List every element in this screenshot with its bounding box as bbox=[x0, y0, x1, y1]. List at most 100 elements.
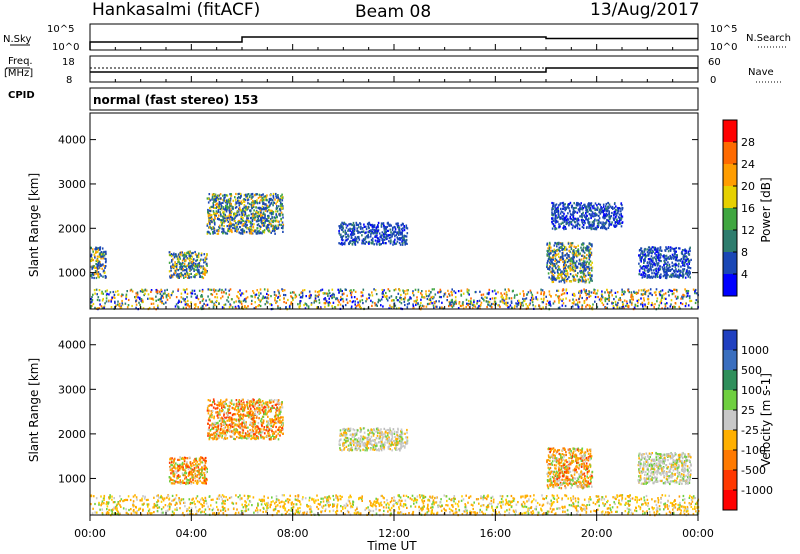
echo-cell bbox=[104, 266, 106, 269]
echo-cell bbox=[100, 251, 103, 254]
echo-cell bbox=[324, 292, 326, 295]
echo-cell bbox=[671, 261, 673, 264]
echo-cell bbox=[246, 217, 248, 220]
echo-cell bbox=[574, 497, 577, 500]
echo-cell bbox=[176, 508, 178, 511]
echo-cell bbox=[212, 202, 214, 205]
echo-cell bbox=[405, 240, 407, 243]
echo-cell bbox=[236, 223, 238, 227]
echo-cell bbox=[478, 305, 480, 308]
echo-cell bbox=[578, 224, 581, 227]
echo-cell bbox=[278, 292, 280, 295]
echo-cell bbox=[588, 271, 590, 275]
echo-cell bbox=[553, 250, 556, 253]
echo-cell bbox=[251, 204, 254, 207]
echo-cell bbox=[328, 501, 330, 504]
echo-cell bbox=[321, 510, 324, 513]
echo-cell bbox=[406, 289, 408, 292]
echo-cell bbox=[170, 269, 172, 272]
echo-cell bbox=[233, 224, 236, 227]
echo-cell bbox=[648, 251, 651, 254]
echo-cell bbox=[508, 508, 511, 511]
echo-cell bbox=[682, 269, 685, 272]
echo-cell bbox=[513, 497, 516, 500]
echo-cell bbox=[591, 221, 594, 224]
colorbar-tick-label: 16 bbox=[741, 202, 755, 215]
echo-cell bbox=[624, 510, 627, 513]
echo-cell bbox=[583, 498, 586, 501]
echo-cell bbox=[207, 295, 209, 298]
echo-cell bbox=[503, 299, 505, 302]
echo-cell bbox=[109, 291, 112, 294]
echo-cell bbox=[590, 266, 593, 269]
echo-cell bbox=[254, 202, 256, 205]
echo-cell bbox=[682, 276, 684, 279]
echo-cell bbox=[182, 297, 184, 300]
echo-cell bbox=[611, 294, 613, 297]
echo-cell bbox=[104, 290, 107, 293]
echo-cell bbox=[332, 509, 335, 512]
echo-cell bbox=[567, 205, 569, 208]
echo-cell bbox=[388, 296, 391, 299]
echo-cell bbox=[607, 205, 609, 208]
echo-cell bbox=[652, 257, 654, 260]
echo-cell bbox=[536, 291, 539, 294]
echo-cell bbox=[200, 306, 202, 309]
echo-cell bbox=[561, 299, 563, 302]
echo-cell bbox=[582, 206, 585, 210]
echo-cell bbox=[467, 302, 470, 305]
echo-cell bbox=[587, 219, 589, 222]
echo-cell bbox=[548, 301, 550, 304]
echo-cell bbox=[269, 230, 271, 233]
echo-cell bbox=[579, 207, 582, 211]
echo-cell bbox=[664, 257, 666, 260]
echo-cell bbox=[596, 206, 599, 209]
echo-cell bbox=[99, 248, 101, 251]
echo-cell bbox=[257, 502, 259, 505]
echo-cell bbox=[688, 273, 691, 276]
echo-cell bbox=[226, 194, 229, 197]
echo-cell bbox=[240, 300, 243, 303]
echo-cell bbox=[682, 273, 685, 276]
echo-cell bbox=[247, 202, 249, 205]
echo-cell bbox=[506, 304, 509, 307]
echo-cell bbox=[122, 500, 124, 503]
echo-cell bbox=[585, 247, 588, 250]
echo-cell bbox=[547, 250, 550, 253]
echo-cell bbox=[235, 227, 237, 231]
echo-cell bbox=[337, 304, 339, 307]
echo-cell bbox=[632, 298, 634, 301]
echo-cell bbox=[197, 263, 199, 266]
echo-cell bbox=[389, 228, 392, 231]
echo-cell bbox=[652, 246, 654, 249]
echo-cell bbox=[210, 214, 213, 217]
echo-cell bbox=[224, 220, 226, 223]
echo-cell bbox=[679, 271, 682, 274]
echo-cell bbox=[252, 213, 254, 216]
echo-cell bbox=[587, 220, 590, 223]
echo-cell bbox=[653, 256, 656, 259]
echo-cell bbox=[356, 297, 358, 301]
echo-cell bbox=[566, 252, 568, 255]
nave-label: Nave bbox=[748, 67, 774, 78]
echo-cell bbox=[350, 289, 352, 292]
echo-cell bbox=[566, 206, 569, 209]
echo-cell bbox=[121, 303, 124, 306]
echo-cell bbox=[187, 299, 189, 302]
echo-cell bbox=[357, 230, 360, 234]
echo-cell bbox=[616, 219, 618, 222]
echo-cell bbox=[667, 247, 670, 250]
echo-cell bbox=[570, 242, 572, 245]
echo-cell bbox=[650, 262, 652, 265]
echo-cell bbox=[117, 511, 120, 514]
echo-cell bbox=[237, 290, 239, 294]
echo-cell bbox=[406, 306, 409, 309]
echo-cell bbox=[344, 231, 346, 234]
echo-cell bbox=[663, 255, 665, 258]
echo-cell bbox=[594, 202, 597, 205]
echo-cell bbox=[581, 213, 583, 216]
echo-cell bbox=[240, 229, 242, 232]
echo-cell bbox=[642, 274, 644, 277]
echo-cell bbox=[545, 497, 547, 500]
echo-cell bbox=[170, 253, 173, 256]
